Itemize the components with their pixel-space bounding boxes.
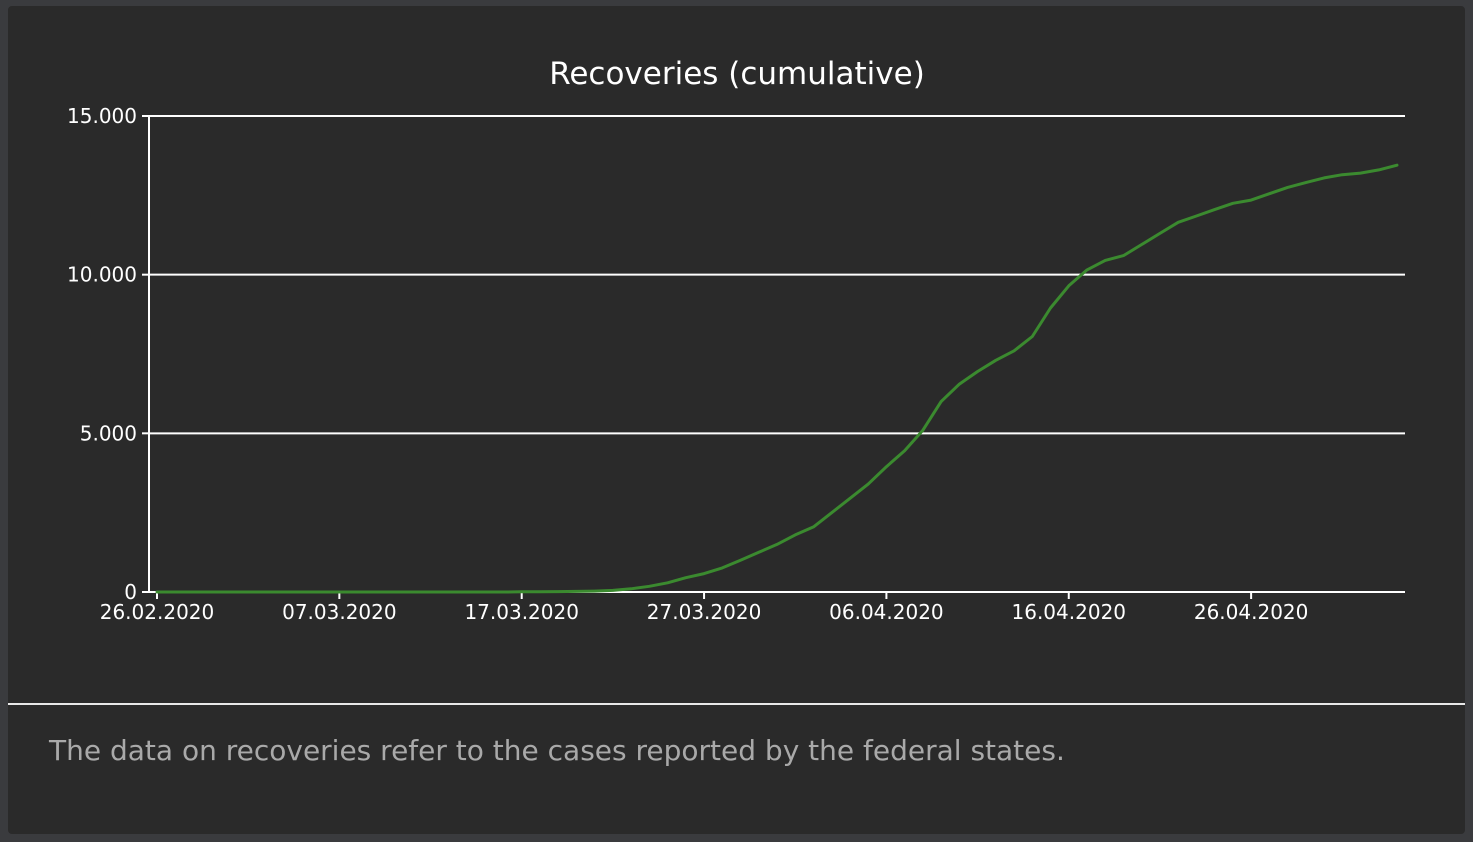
recoveries-chart: Recoveries (cumulative) 0 5.000 10.000 15.0…	[67, 56, 1405, 624]
y-tick-label-3: 15.000	[67, 104, 137, 128]
chart-title: Recoveries (cumulative)	[549, 56, 925, 92]
chart-area: Recoveries (cumulative) 0 5.000 10.000 15.0…	[8, 6, 1465, 703]
axes: 0 5.000 10.000 15.000 26.02.2020 07.03.2020 17…	[67, 104, 1405, 624]
chart-card: Recoveries (cumulative) 0 5.000 10.000 15.0…	[8, 6, 1465, 834]
x-tick-label-3: 27.03.2020	[647, 600, 762, 624]
footnote: The data on recoveries refer to the case…	[49, 734, 1065, 767]
x-tick-label-0: 26.02.2020	[100, 600, 215, 624]
x-tick-label-6: 26.04.2020	[1194, 600, 1309, 624]
y-tick-label-2: 10.000	[67, 263, 137, 287]
x-tick-label-1: 07.03.2020	[282, 600, 397, 624]
x-tick-label-2: 17.03.2020	[464, 600, 579, 624]
series-layer	[155, 163, 1399, 594]
y-tick-label-0: 0	[124, 580, 137, 604]
y-tick-label-1: 5.000	[80, 421, 137, 445]
divider	[8, 703, 1465, 705]
x-tick-label-5: 16.04.2020	[1012, 600, 1127, 624]
x-tick-label-4: 06.04.2020	[829, 600, 944, 624]
series-line-recoveries	[155, 163, 1399, 594]
gridlines	[149, 115, 1405, 435]
